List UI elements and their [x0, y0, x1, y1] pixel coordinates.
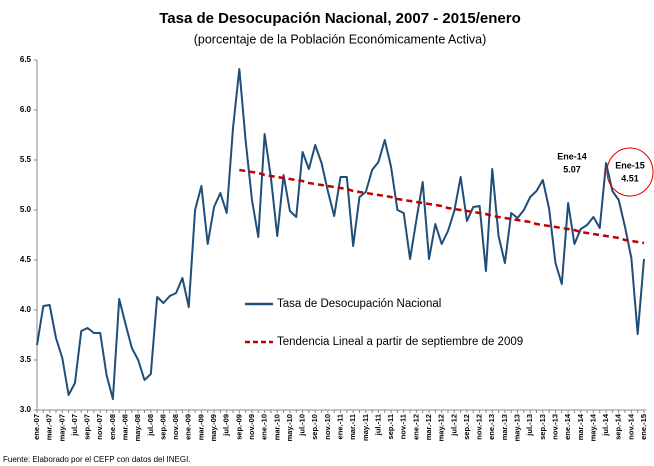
annotation-circle [606, 147, 654, 197]
x-tick-label: may.-11 [361, 414, 370, 441]
x-tick-label: mar.-12 [424, 414, 433, 440]
x-tick-label: nov.-12 [475, 414, 484, 440]
chart-title: Tasa de Desocupación Nacional, 2007 - 20… [159, 10, 521, 27]
annotation-label: Ene-15 [615, 160, 645, 170]
x-tick-label: jul.-11 [373, 414, 382, 436]
x-tick-label: nov.-07 [95, 414, 104, 440]
x-tick-label: sep.-09 [234, 414, 243, 440]
x-tick-label: may.-07 [57, 414, 66, 441]
legend-label: Tendencia Lineal a partir de septiembre … [277, 336, 523, 348]
x-tick-label: sep.-13 [538, 414, 547, 440]
y-tick-label: 5.0 [20, 205, 32, 214]
x-tick-label: jul.-14 [601, 413, 610, 437]
annotation-label: Ene-14 [557, 151, 587, 161]
y-tick-label: 5.5 [20, 155, 32, 164]
x-tick-label: jul.-09 [222, 414, 231, 437]
x-tick-label: ene.-14 [563, 413, 572, 440]
x-tick-label: may.-10 [285, 414, 294, 441]
x-tick-label: ene.-10 [260, 414, 269, 440]
x-tick-label: mar.-09 [196, 414, 205, 440]
x-tick-label: sep.-08 [158, 414, 167, 440]
x-tick-label: mar.-13 [500, 414, 509, 440]
x-tick-label: ene.-09 [184, 414, 193, 440]
y-tick-label: 4.0 [20, 305, 32, 314]
x-tick-label: sep.-10 [310, 414, 319, 440]
x-tick-label: sep.-12 [462, 414, 471, 440]
annotation-value: 5.07 [563, 164, 581, 174]
series-line [239, 168, 645, 245]
legend-label: Tasa de Desocupación Nacional [277, 298, 441, 310]
x-tick-label: nov.-08 [171, 414, 180, 440]
x-tick-label: may.-14 [588, 413, 597, 441]
x-tick-label: mar.-14 [576, 413, 585, 440]
x-tick-label: mar.-08 [121, 414, 130, 440]
x-tick-label: mar.-11 [348, 414, 357, 440]
x-tick-label: mar.-07 [45, 414, 54, 440]
y-tick-label: 6.5 [20, 55, 32, 64]
chart-subtitle: (porcentaje de la Población Económicamen… [194, 32, 487, 46]
x-tick-label: jul.-08 [146, 414, 155, 437]
x-tick-label: nov.-10 [323, 414, 332, 440]
x-tick-label: ene.-12 [411, 414, 420, 440]
y-tick-label: 4.5 [20, 255, 32, 264]
x-tick-label: jul.-12 [449, 414, 458, 437]
x-tick-label: sep.-07 [83, 414, 92, 440]
source-note: Fuente: Elaborado por el CEFP con datos … [3, 455, 191, 464]
x-tick-label: nov.-14 [626, 413, 635, 440]
x-tick-label: ene.-13 [487, 414, 496, 440]
y-tick-label: 3.0 [20, 405, 32, 414]
x-tick-label: nov.-13 [550, 414, 559, 440]
x-tick-label: may.-09 [209, 414, 218, 441]
x-tick-label: ene.-15 [639, 414, 648, 440]
x-tick-label: may.-12 [437, 414, 446, 441]
x-tick-label: jul.-13 [525, 414, 534, 437]
x-tick-label: mar.-10 [272, 414, 281, 440]
series-line [36, 68, 645, 400]
x-tick-label: nov.-11 [399, 414, 408, 439]
x-tick-label: ene.-08 [108, 414, 117, 440]
x-tick-label: jul.-10 [298, 414, 307, 437]
x-tick-label: sep.-11 [386, 414, 395, 439]
x-tick-label: ene.-07 [32, 414, 41, 440]
x-tick-label: ene.-11 [335, 414, 344, 439]
x-tick-label: may.-13 [513, 414, 522, 441]
annotation-value: 4.51 [621, 173, 639, 183]
x-tick-label: sep.-14 [614, 413, 623, 440]
x-tick-label: may.-08 [133, 414, 142, 441]
x-tick-label: nov.-09 [247, 414, 256, 440]
y-tick-label: 6.0 [20, 105, 32, 114]
x-tick-label: jul.-07 [70, 414, 79, 437]
y-tick-label: 3.5 [20, 355, 32, 364]
